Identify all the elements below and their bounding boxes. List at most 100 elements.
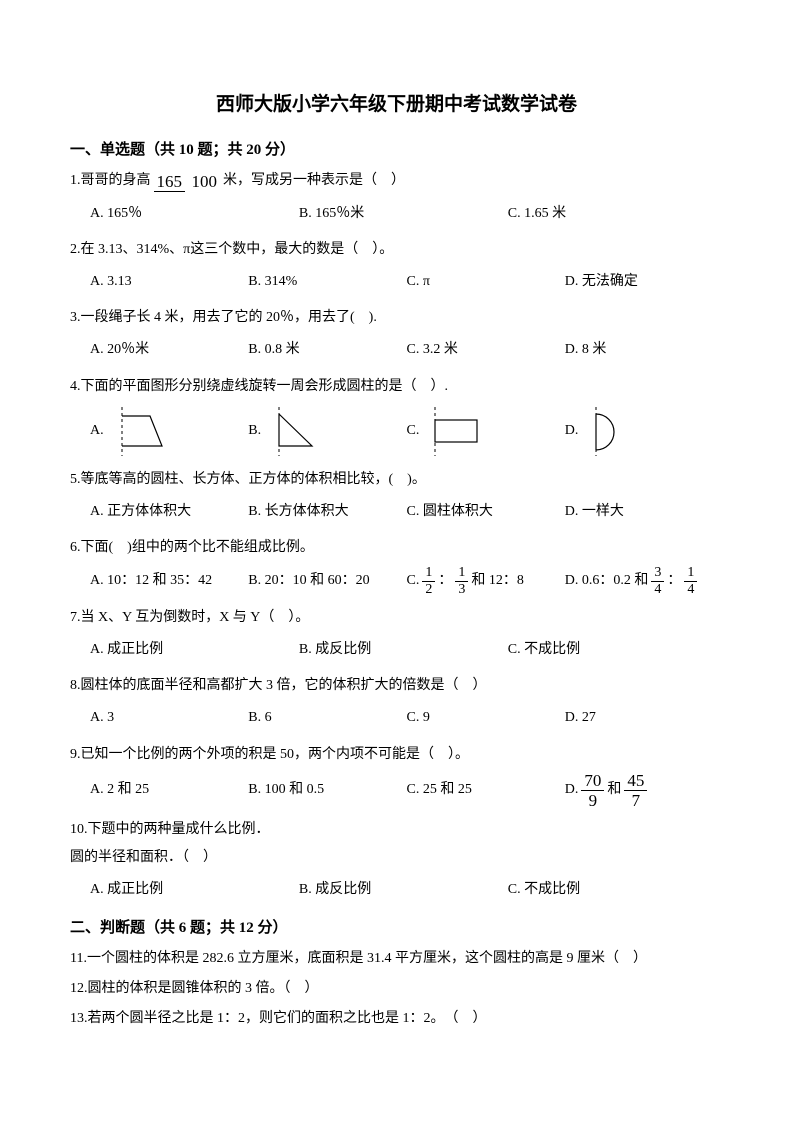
option-c: C. 圆柱体积大 [407, 497, 565, 527]
question-7: 7.当 X、Y 互为倒数时，X 与 Y（ ）。 [70, 607, 723, 629]
option-label: D. [565, 420, 579, 442]
option-c: C. 3.2 米 [407, 336, 565, 366]
option-label: C. [407, 570, 420, 592]
option-d: D. 无法确定 [565, 267, 723, 297]
q10-options: A. 成正比例 B. 成反比例 C. 不成比例 [90, 876, 723, 906]
question-10: 10.下题中的两种量成什么比例． [70, 819, 723, 841]
option-b: B. [248, 404, 406, 459]
option-b: B. 165％米 [299, 199, 508, 229]
option-b: B. 6 [248, 704, 406, 734]
fraction-denominator: 9 [586, 791, 601, 809]
fraction-numerator: 165 [154, 173, 186, 192]
option-a: A. 成正比例 [90, 876, 299, 906]
option-a: A. 3.13 [90, 267, 248, 297]
q9-options: A. 2 和 25 B. 100 和 0.5 C. 25 和 25 D. 70 … [90, 772, 723, 809]
page-title: 西师大版小学六年级下册期中考试数学试卷 [70, 90, 723, 120]
colon: ： [438, 570, 452, 592]
q5-options: A. 正方体体积大 B. 长方体体积大 C. 圆柱体积大 D. 一样大 [90, 497, 723, 527]
option-a: A. 正方体体积大 [90, 497, 248, 527]
semicircle-icon [584, 404, 634, 459]
option-b: B. 20：10 和 60：20 [248, 566, 406, 596]
question-11: 11.一个圆柱的体积是 282.6 立方厘米，底面积是 31.4 平方厘米，这个… [70, 948, 723, 970]
option-label: D. [565, 779, 579, 801]
right-triangle-icon [267, 404, 327, 459]
option-b: B. 0.8 米 [248, 336, 406, 366]
section1-header: 一、单选题（共 10 题；共 20 分） [70, 138, 723, 162]
colon: ： [667, 570, 681, 592]
fraction-icon: 70 9 [581, 772, 604, 809]
question-9: 9.已知一个比例的两个外项的积是 50，两个内项不可能是（ ）。 [70, 744, 723, 766]
option-label: C. [407, 420, 420, 442]
q3-options: A. 20％米 B. 0.8 米 C. 3.2 米 D. 8 米 [90, 336, 723, 366]
option-d: D. [565, 404, 723, 459]
option-d: D. 0.6：0.2 和 3 4 ： 1 4 [565, 566, 723, 597]
option-d: D. 一样大 [565, 497, 723, 527]
fraction-icon: 1 2 [422, 566, 435, 597]
option-d: D. 27 [565, 704, 723, 734]
option-c: C. 25 和 25 [407, 775, 565, 805]
fraction-denominator: 3 [455, 582, 468, 597]
option-tail: 和 12：8 [471, 570, 524, 592]
option-c: C. 不成比例 [508, 635, 717, 665]
option-d: D. 8 米 [565, 336, 723, 366]
fraction-icon: 1 4 [684, 566, 697, 597]
option-a: A. 成正比例 [90, 635, 299, 665]
section2-header: 二、判断题（共 6 题；共 12 分） [70, 916, 723, 940]
option-a: A. 2 和 25 [90, 775, 248, 805]
q8-options: A. 3 B. 6 C. 9 D. 27 [90, 704, 723, 734]
option-a: A. 20％米 [90, 336, 248, 366]
option-a: A. [90, 404, 248, 459]
fraction-numerator: 1 [684, 566, 697, 582]
option-b: B. 100 和 0.5 [248, 775, 406, 805]
option-label: A. [90, 420, 104, 442]
q1-stem-pre: 1.哥哥的身高 [70, 170, 151, 192]
q6-options: A. 10：12 和 35：42 B. 20：10 和 60：20 C. 1 2… [90, 566, 723, 597]
fraction-numerator: 3 [651, 566, 664, 582]
option-label: D. 0.6：0.2 和 [565, 570, 649, 592]
fraction-icon: 1 3 [455, 566, 468, 597]
fraction-numerator: 45 [624, 772, 647, 791]
and-text: 和 [607, 779, 621, 801]
q1-options: A. 165％ B. 165％米 C. 1.65 米 [90, 199, 723, 229]
rectangle-icon [425, 404, 490, 459]
option-b: B. 成反比例 [299, 635, 508, 665]
question-6: 6.下面( )组中的两个比不能组成比例。 [70, 537, 723, 559]
trapezoid-icon [110, 404, 170, 459]
question-5: 5.等底等高的圆柱、长方体、正方体的体积相比较，( )。 [70, 469, 723, 491]
q7-options: A. 成正比例 B. 成反比例 C. 不成比例 [90, 635, 723, 665]
q1-fraction: 165 100 [154, 172, 221, 192]
fraction-icon: 3 4 [651, 566, 664, 597]
option-b: B. 成反比例 [299, 876, 508, 906]
option-c: C. π [407, 267, 565, 297]
option-a: A. 3 [90, 704, 248, 734]
q2-options: A. 3.13 B. 314% C. π D. 无法确定 [90, 267, 723, 297]
option-a: A. 10：12 和 35：42 [90, 566, 248, 596]
fraction-denominator: 7 [629, 791, 644, 809]
option-a: A. 165％ [90, 199, 299, 229]
option-d: D. 70 9 和 45 7 [565, 772, 723, 809]
q10-sub: 圆的半径和面积．（ ） [70, 847, 723, 869]
option-c: C. 1 2 ： 1 3 和 12：8 [407, 566, 565, 597]
option-c: C. 不成比例 [508, 876, 717, 906]
q1-stem-post: 米，写成另一种表示是（ ） [223, 170, 405, 192]
fraction-icon: 45 7 [624, 772, 647, 809]
question-3: 3.一段绳子长 4 米，用去了它的 20％，用去了( ). [70, 307, 723, 329]
fraction-denominator: 100 [189, 172, 221, 190]
fraction-denominator: 2 [422, 582, 435, 597]
fraction-numerator: 70 [581, 772, 604, 791]
fraction-numerator: 1 [422, 566, 435, 582]
question-13: 13.若两个圆半径之比是 1：2，则它们的面积之比也是 1：2。 （ ） [70, 1008, 723, 1030]
question-8: 8.圆柱体的底面半径和高都扩大 3 倍，它的体积扩大的倍数是（ ） [70, 675, 723, 697]
option-c: C. [407, 404, 565, 459]
option-b: B. 长方体体积大 [248, 497, 406, 527]
option-c: C. 9 [407, 704, 565, 734]
option-b: B. 314% [248, 267, 406, 297]
question-2: 2.在 3.13、314%、π这三个数中，最大的数是（ ）。 [70, 239, 723, 261]
q4-options: A. B. C. [90, 404, 723, 459]
exam-page: 西师大版小学六年级下册期中考试数学试卷 一、单选题（共 10 题；共 20 分）… [0, 0, 793, 1077]
fraction-denominator: 4 [684, 582, 697, 597]
question-4: 4.下面的平面图形分别绕虚线旋转一周会形成圆柱的是（ ）. [70, 376, 723, 398]
option-label: B. [248, 420, 261, 442]
question-1: 1.哥哥的身高 165 100 米，写成另一种表示是（ ） [70, 170, 723, 192]
option-c: C. 1.65 米 [508, 199, 717, 229]
